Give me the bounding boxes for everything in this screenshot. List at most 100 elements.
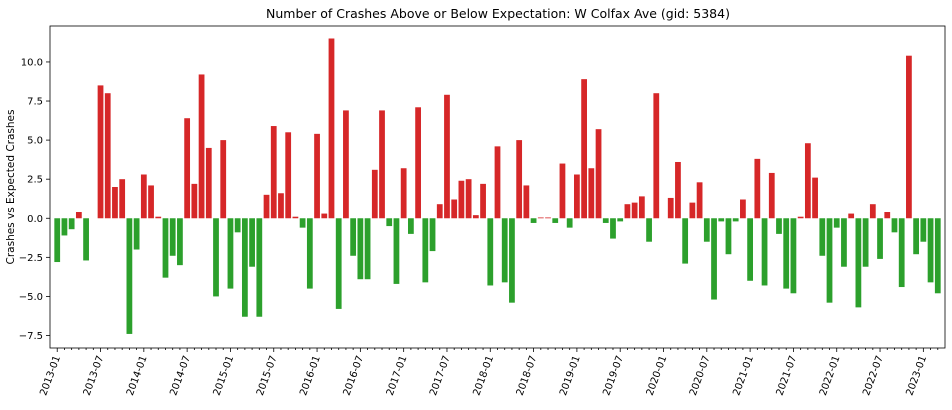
x-tick-label: 2021-01 [731,354,756,397]
bar [379,110,385,219]
bar [220,140,227,219]
bar [357,218,364,280]
x-tick-label: 2013-01 [38,354,63,397]
bar [703,218,710,242]
bar [581,79,587,219]
bar [776,218,782,234]
y-tick-label: 0.0 [27,214,43,225]
bar [624,204,631,219]
bar [696,182,703,219]
bar [393,218,400,284]
bar [270,126,277,219]
bar [133,218,140,250]
bar [588,168,595,219]
y-tick-label: −2.5 [19,253,43,264]
bar [833,218,840,228]
bar [104,93,111,219]
bar [761,218,768,286]
bar [566,218,573,228]
bar [292,216,299,219]
bar [97,85,104,219]
y-tick-label: 2.5 [27,175,43,186]
bar [480,183,486,219]
x-tick-label: 2014-07 [168,354,193,397]
bar [328,38,335,219]
bar [119,179,126,219]
bar [371,169,378,219]
bar [559,163,566,219]
bar [848,213,855,219]
bar [891,218,898,233]
bar [877,218,883,259]
bar [783,218,790,289]
bar [241,218,248,317]
bar [444,94,450,219]
bar [754,158,761,219]
bar [675,161,681,219]
bar [841,218,847,267]
bar [205,147,212,219]
x-tick-label: 2020-01 [645,354,670,397]
bar [321,213,328,219]
bar [920,218,927,242]
bar [819,218,826,256]
x-tick-label: 2019-01 [558,354,583,397]
bar [574,174,580,219]
bar [725,218,732,255]
x-tick-label: 2020-07 [688,354,713,397]
bar [638,196,645,219]
bar [869,204,876,219]
bar [804,143,811,219]
x-tick-label: 2019-07 [601,354,626,397]
bar [509,218,515,303]
x-tick-label: 2018-07 [515,354,540,397]
bar [75,212,82,219]
bar [177,218,183,266]
bar [422,218,429,283]
bar [501,218,508,283]
bar [278,193,284,219]
x-tick-label: 2017-07 [428,354,453,397]
bar [516,140,523,219]
bar [155,216,162,219]
bar [667,197,674,219]
bar [487,218,494,286]
bar [350,218,357,256]
bar [169,218,176,256]
bar [227,218,234,289]
y-tick-label: −5.0 [19,292,43,303]
bar [314,133,320,219]
bar [682,218,689,264]
bar [646,218,652,242]
x-tick-label: 2016-07 [342,354,367,397]
bar [285,132,292,219]
bar [689,202,696,219]
bar [732,218,739,222]
bar [747,218,753,281]
x-tick-label: 2018-01 [471,354,496,397]
bar [610,218,616,239]
bar [306,218,313,289]
bar [855,218,862,308]
bar [523,185,530,219]
x-tick-label: 2016-01 [298,354,323,397]
bar [335,218,342,309]
bar [790,218,797,294]
bar [54,218,61,263]
bar [408,218,414,234]
bar [552,218,559,223]
bar [112,187,118,219]
chart-title: Number of Crashes Above or Below Expecta… [266,6,730,21]
x-tick-label: 2022-07 [861,354,886,397]
bar [198,74,205,219]
x-tick-label: 2013-07 [82,354,107,397]
bar [884,212,891,219]
bar [429,218,436,252]
x-axis-ticks: 2013-01 2013-07 2014-01 2014-07 2015-01 2015-… [38,348,939,397]
bar [711,218,717,300]
bar [545,217,551,219]
y-axis-label: Crashes vs Expected Crashes [5,110,17,265]
y-tick-label: −7.5 [19,331,43,342]
bar [234,218,241,233]
